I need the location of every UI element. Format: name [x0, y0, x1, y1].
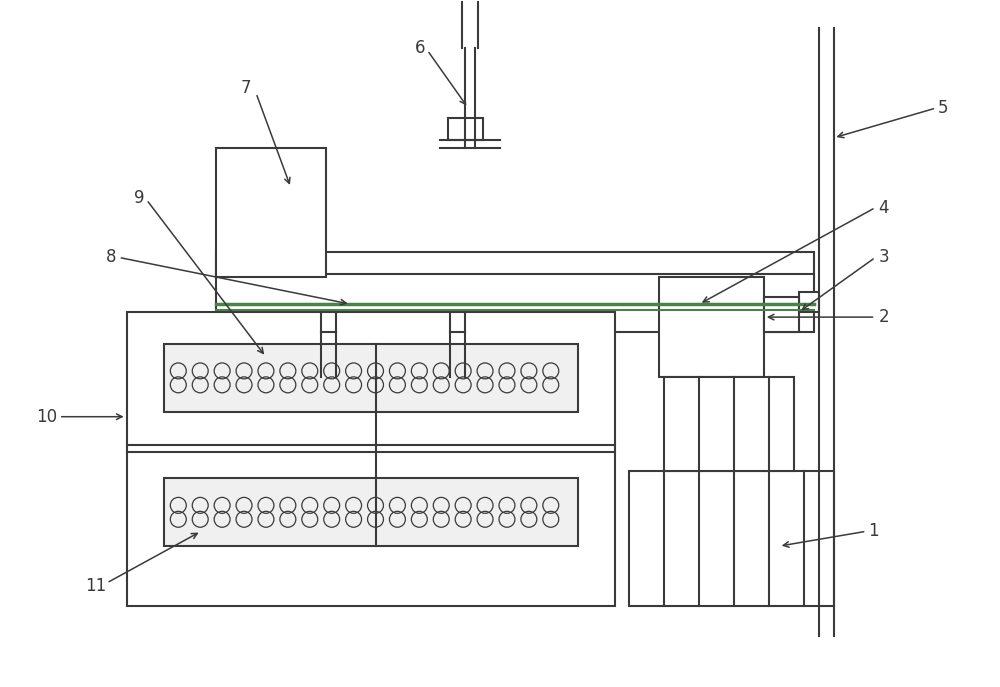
Bar — [216, 252, 814, 278]
Text: 6: 6 — [415, 39, 425, 57]
Text: 8: 8 — [106, 248, 117, 267]
Text: 7: 7 — [241, 79, 252, 97]
Text: 9: 9 — [134, 189, 144, 207]
Bar — [448, 118, 483, 140]
Text: 1: 1 — [869, 522, 879, 540]
Bar — [127, 312, 615, 606]
Text: 4: 4 — [878, 199, 889, 216]
Text: 10: 10 — [36, 407, 57, 426]
Bar — [764, 297, 799, 332]
Bar — [216, 148, 326, 278]
Bar — [664, 377, 794, 471]
Bar — [164, 344, 578, 412]
Bar — [629, 471, 834, 606]
Bar — [799, 292, 819, 312]
Bar — [216, 274, 814, 332]
Bar — [659, 278, 764, 377]
Text: 3: 3 — [878, 248, 889, 267]
Text: 5: 5 — [938, 99, 949, 117]
Text: 11: 11 — [85, 577, 107, 595]
Bar — [164, 478, 578, 546]
Text: 2: 2 — [878, 308, 889, 326]
